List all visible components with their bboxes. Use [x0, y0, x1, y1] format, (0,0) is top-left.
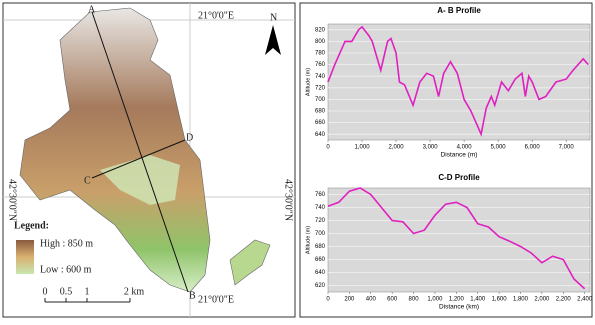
- y-tick-label: 740: [315, 205, 326, 211]
- x-tick-label: 1,000: [355, 145, 371, 151]
- y-tick-label: 680: [315, 244, 326, 250]
- legend-low: Low : 600 m: [40, 264, 92, 275]
- north-label: N: [270, 12, 277, 23]
- y-tick-label: 640: [315, 270, 326, 276]
- y-tick-label: 700: [315, 231, 326, 237]
- legend-title: Legend:: [14, 220, 49, 231]
- x-tick-label: 600: [387, 297, 398, 303]
- x-tick-label: 0: [326, 145, 330, 151]
- y-axis-title: Altitude (m): [305, 68, 311, 96]
- map-panel: A B C D 21°0'0"E 21°0'0"E N 42°30'0"N 42…: [2, 2, 296, 318]
- y-tick-label: 620: [315, 283, 326, 289]
- terrain: [19, 7, 211, 293]
- chart-title: A- B Profile: [437, 6, 481, 15]
- y-tick-label: 740: [315, 74, 326, 80]
- x-tick-label: 0: [326, 297, 330, 303]
- legend-ramp: [16, 240, 34, 274]
- y-axis-title: Altitude (m): [305, 226, 311, 254]
- x-tick-label: 2,200: [556, 297, 572, 303]
- y-tick-label: 720: [315, 85, 326, 91]
- x-tick-label: 400: [366, 297, 377, 303]
- x-tick-label: 2,000: [389, 145, 405, 151]
- valley: [100, 155, 180, 205]
- y-tick-label: 800: [315, 39, 326, 45]
- y-tick-label: 760: [315, 192, 326, 198]
- y-tick-label: 820: [315, 27, 326, 33]
- legend-high: High : 850 m: [40, 238, 93, 249]
- latitude-label: 42°30'0"N: [7, 179, 18, 221]
- y-tick-label: 680: [315, 109, 326, 115]
- x-tick-label: 7,000: [559, 145, 575, 151]
- profile-line-ab: [91, 11, 189, 293]
- scale-label: 1: [85, 286, 90, 297]
- longitude-label: 21°0'0"E: [198, 294, 234, 305]
- y-tick-label: 780: [315, 51, 326, 57]
- scale-label: 2 km: [124, 286, 145, 297]
- latitude-label: 42°30'0"N: [283, 179, 294, 221]
- x-tick-label: 6,000: [525, 145, 541, 151]
- x-tick-label: 2,000: [534, 297, 550, 303]
- y-tick-label: 760: [315, 62, 326, 68]
- y-tick-label: 700: [315, 97, 326, 103]
- x-axis-title: Distance (km): [439, 304, 479, 311]
- profile-line: [327, 187, 586, 290]
- x-axis-title: Distance (m): [441, 152, 478, 159]
- x-tick-label: 5,000: [491, 145, 507, 151]
- point-label: B: [189, 290, 196, 301]
- x-tick-label: 800: [409, 297, 420, 303]
- scale-label: 0: [43, 286, 48, 297]
- scale-label: 0.5: [60, 286, 73, 297]
- profile-line-cd: [91, 139, 186, 179]
- x-tick-label: 2,400: [577, 297, 593, 303]
- point-label: D: [186, 132, 193, 143]
- north-arrow: [265, 25, 281, 55]
- y-tick-label: 660: [315, 120, 326, 126]
- x-tick-label: 1,600: [492, 297, 508, 303]
- point-label: C: [84, 175, 91, 186]
- y-tick-label: 660: [315, 257, 326, 263]
- scale-bar: [44, 298, 131, 303]
- plot-area: [327, 187, 591, 293]
- terrain: [229, 239, 271, 286]
- x-tick-label: 1,000: [427, 297, 443, 303]
- profile-line: [327, 25, 589, 137]
- point-label: A: [88, 4, 96, 15]
- y-tick-label: 640: [315, 132, 326, 138]
- chart-title: C-D Profile: [438, 173, 480, 182]
- x-tick-label: 200: [344, 297, 355, 303]
- x-tick-label: 3,000: [423, 145, 439, 151]
- longitude-label: 21°0'0"E: [198, 10, 234, 21]
- x-tick-label: 1,400: [470, 297, 486, 303]
- y-tick-label: 720: [315, 218, 326, 224]
- x-tick-label: 1,800: [513, 297, 529, 303]
- x-tick-label: 1,200: [449, 297, 465, 303]
- x-tick-label: 4,000: [457, 145, 473, 151]
